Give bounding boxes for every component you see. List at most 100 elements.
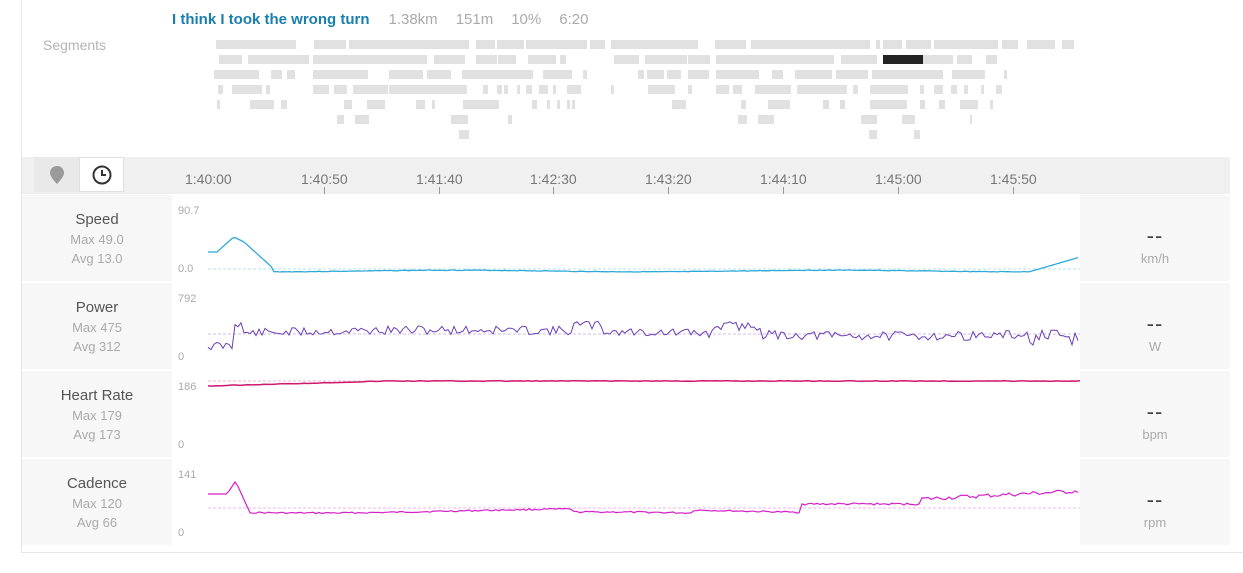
segment-bar[interactable] — [353, 85, 388, 94]
segment-bar[interactable] — [960, 100, 978, 109]
segment-bar[interactable] — [427, 70, 451, 79]
segment-bar[interactable] — [715, 40, 746, 49]
segment-bar[interactable] — [611, 40, 698, 49]
segment-bar[interactable] — [996, 85, 1002, 94]
segment-bar[interactable] — [614, 55, 639, 64]
segment-bar[interactable] — [758, 115, 774, 124]
segment-bar[interactable] — [250, 100, 274, 109]
segment-bar[interactable] — [266, 85, 270, 94]
segment-bar[interactable] — [869, 130, 877, 139]
segment-bar[interactable] — [836, 70, 868, 79]
segment-bar[interactable] — [349, 40, 469, 49]
segment-bar[interactable] — [476, 40, 495, 49]
segment-bar[interactable] — [768, 100, 790, 109]
segment-bar[interactable] — [218, 85, 223, 94]
power-plot[interactable]: 792 0 — [172, 283, 1080, 369]
segment-bar[interactable] — [313, 55, 427, 64]
segment-bar[interactable] — [970, 115, 972, 124]
map-pin-button[interactable] — [34, 157, 79, 192]
segment-bar[interactable] — [432, 100, 435, 109]
segment-bar[interactable] — [313, 85, 329, 94]
segment-bar[interactable] — [647, 70, 664, 79]
segment-bar[interactable] — [459, 130, 469, 139]
segment-bar[interactable] — [497, 40, 524, 49]
segment-bar[interactable] — [463, 100, 499, 109]
segment-bar[interactable] — [508, 115, 512, 124]
segment-bar[interactable] — [232, 85, 262, 94]
segment-bar[interactable] — [476, 55, 497, 64]
segment-bar[interactable] — [528, 55, 556, 64]
segment-bar[interactable] — [389, 70, 423, 79]
segment-bar[interactable] — [951, 85, 957, 94]
segment-bar[interactable] — [716, 85, 729, 94]
segment-bar[interactable] — [738, 115, 747, 124]
segment-bar[interactable] — [560, 55, 566, 64]
segment-bar[interactable] — [934, 85, 943, 94]
segment-bar[interactable] — [920, 85, 924, 94]
segment-bar[interactable] — [872, 70, 943, 79]
segment-bar[interactable] — [751, 40, 870, 49]
segment-bar[interactable] — [870, 100, 907, 109]
segment-bar[interactable] — [553, 85, 556, 94]
selected-segment-bar[interactable] — [883, 55, 923, 64]
segment-bar[interactable] — [688, 55, 710, 64]
segment-bar[interactable] — [741, 100, 746, 109]
segment-bar[interactable] — [795, 70, 832, 79]
segment-bar[interactable] — [567, 85, 581, 94]
segment-bar[interactable] — [688, 85, 692, 94]
segment-bar[interactable] — [271, 70, 282, 79]
segment-bar[interactable] — [214, 70, 259, 79]
segment-bar[interactable] — [688, 70, 709, 79]
segment-bar[interactable] — [648, 85, 675, 94]
segment-bar[interactable] — [908, 55, 953, 64]
segment-bar[interactable] — [219, 55, 242, 64]
segment-bar[interactable] — [367, 100, 385, 109]
segment-name-link[interactable]: I think I took the wrong turn — [172, 11, 370, 28]
segment-bar[interactable] — [517, 85, 520, 94]
segment-bar[interactable] — [797, 85, 847, 94]
clock-button[interactable] — [79, 157, 124, 192]
segment-bar[interactable] — [583, 70, 587, 79]
segment-bar[interactable] — [883, 40, 902, 49]
segment-bar[interactable] — [755, 85, 791, 94]
segment-bar[interactable] — [667, 70, 681, 79]
segment-bar[interactable] — [334, 85, 347, 94]
segment-bar[interactable] — [906, 40, 931, 49]
segment-bar[interactable] — [337, 115, 344, 124]
segment-bar[interactable] — [902, 115, 915, 124]
segment-bar[interactable] — [434, 55, 465, 64]
segment-bar[interactable] — [672, 100, 686, 109]
segment-bar[interactable] — [823, 100, 829, 109]
segment-bar[interactable] — [716, 70, 759, 79]
segment-bar[interactable] — [557, 100, 560, 109]
segment-bar[interactable] — [526, 40, 587, 49]
segment-bar[interactable] — [504, 85, 508, 94]
segment-bar[interactable] — [314, 40, 346, 49]
segment-bar[interactable] — [389, 85, 467, 94]
segment-bar[interactable] — [611, 85, 614, 94]
segment-bar[interactable] — [876, 40, 880, 49]
segment-bar[interactable] — [990, 100, 993, 109]
segment-bar[interactable] — [853, 85, 858, 94]
segment-bar[interactable] — [355, 115, 369, 124]
segment-bar[interactable] — [287, 70, 295, 79]
segment-bar[interactable] — [344, 100, 352, 109]
segment-bar[interactable] — [498, 55, 516, 64]
segment-bar[interactable] — [1002, 40, 1018, 49]
segment-bar[interactable] — [952, 70, 985, 79]
segment-bar[interactable] — [497, 85, 502, 94]
segment-bar[interactable] — [539, 85, 548, 94]
segment-bar[interactable] — [281, 100, 287, 109]
segment-bar[interactable] — [939, 100, 945, 109]
segment-bar[interactable] — [840, 100, 845, 109]
segment-bar[interactable] — [870, 85, 908, 94]
segment-bar[interactable] — [914, 130, 920, 139]
segment-bar[interactable] — [526, 85, 532, 94]
segment-bar[interactable] — [1004, 70, 1007, 79]
segment-bar[interactable] — [590, 40, 605, 49]
segment-bar[interactable] — [638, 70, 644, 79]
segment-bar[interactable] — [841, 55, 877, 64]
heart-rate-plot[interactable]: 186 0 — [172, 371, 1080, 457]
segment-bar[interactable] — [957, 55, 972, 64]
segment-bar[interactable] — [462, 70, 533, 79]
